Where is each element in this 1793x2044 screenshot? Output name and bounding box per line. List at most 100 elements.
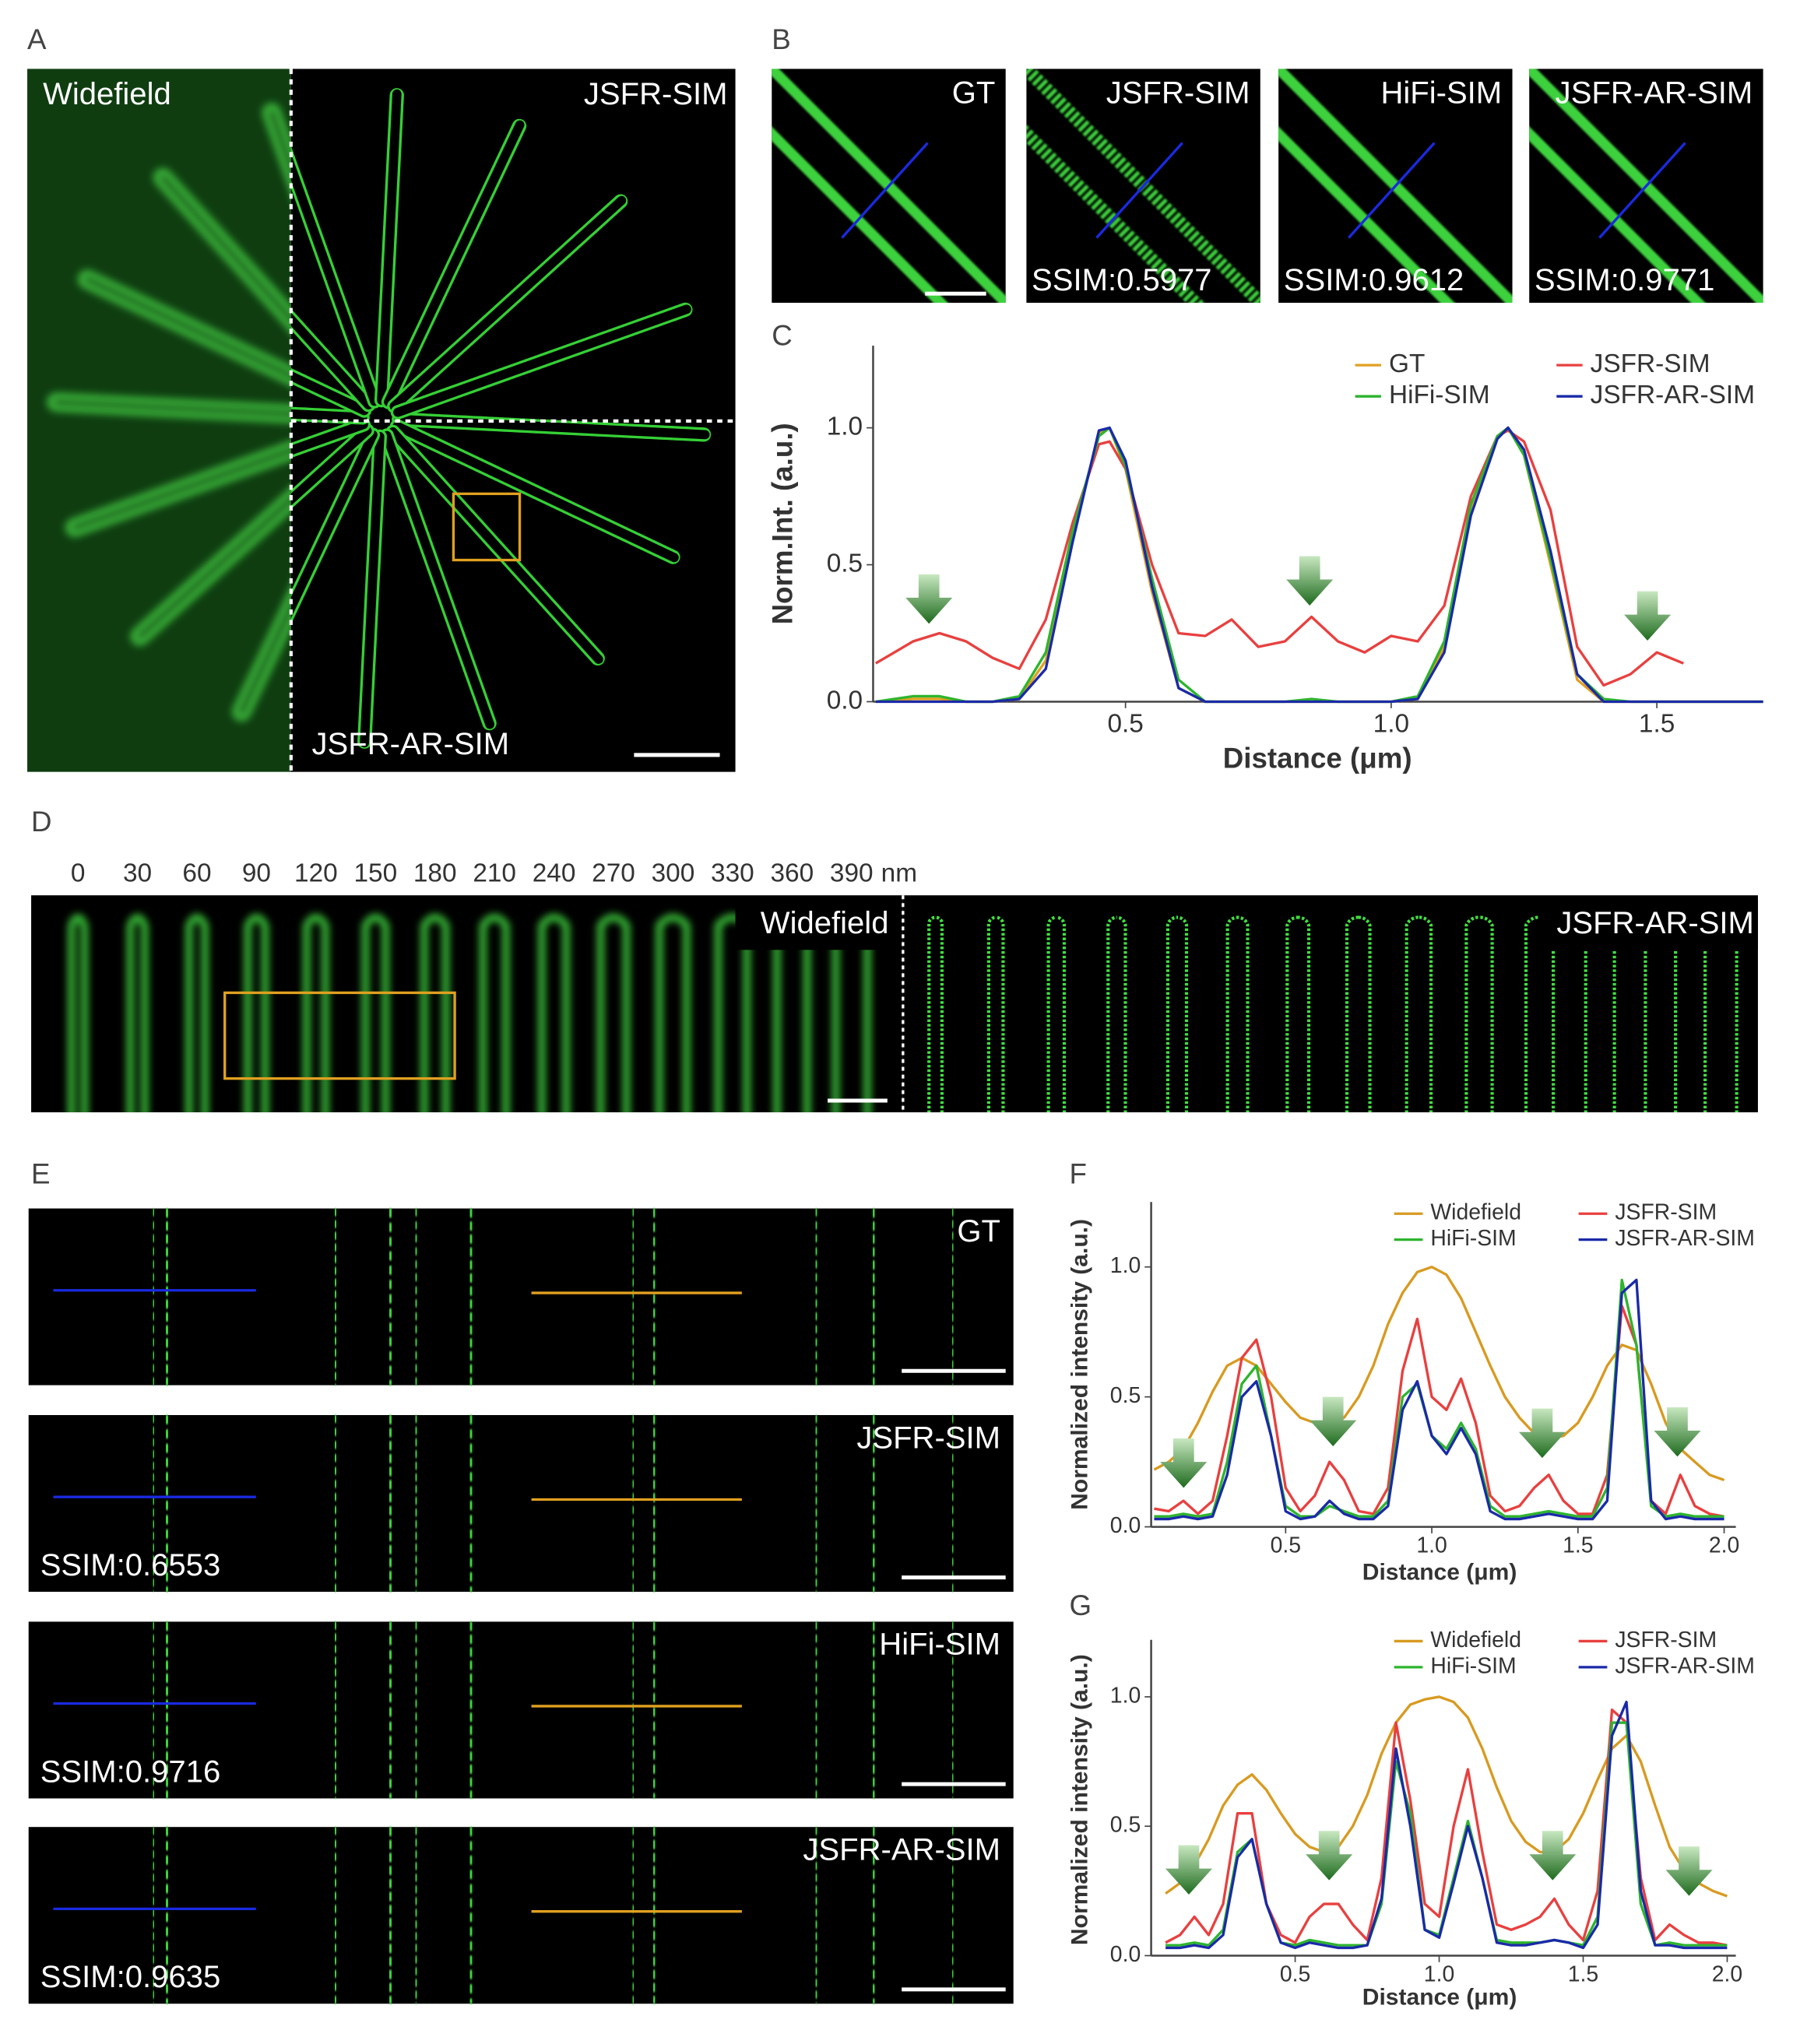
spoke-core xyxy=(290,312,374,410)
offset-label: 270 xyxy=(592,859,635,887)
offset-label: 30 xyxy=(123,859,152,887)
image-tile xyxy=(28,1415,1014,1593)
spoke-core xyxy=(237,598,291,716)
spoke-core xyxy=(393,304,691,417)
x-axis-label: Distance (μm) xyxy=(1223,742,1412,774)
arrow xyxy=(1310,1396,1357,1447)
filaments xyxy=(1278,68,1513,303)
image-tile xyxy=(28,1827,1014,2004)
y-tick-label: 0.0 xyxy=(1110,1513,1141,1538)
filament xyxy=(162,1208,172,1385)
line-pair xyxy=(1165,915,1178,1113)
line-pair xyxy=(926,915,936,1113)
offset-label: 90 xyxy=(242,859,271,887)
arrow xyxy=(1165,1845,1213,1895)
line-pair xyxy=(1116,915,1127,1113)
line-pair xyxy=(1237,915,1250,1113)
y-tick-label: 1.0 xyxy=(827,412,863,441)
filament xyxy=(466,1827,476,2004)
spoke-core xyxy=(384,120,525,407)
arrow xyxy=(1160,1438,1208,1488)
filament xyxy=(649,1827,659,2004)
filament xyxy=(412,1827,420,2004)
chart: 0.5 1.0 1.5 0.0 0.5 1.0 Distance (μm) Norm.Int.… xyxy=(767,346,1763,774)
line-pair xyxy=(127,914,148,1113)
filament xyxy=(412,1208,420,1385)
spoke-core xyxy=(389,195,627,411)
series-line xyxy=(1154,1305,1724,1518)
filament xyxy=(628,1414,638,1593)
arrow xyxy=(1654,1407,1701,1457)
image-label: JSFR-AR-SIM xyxy=(1556,76,1753,110)
filament xyxy=(412,1621,420,1799)
image-label: JSFR-SIM xyxy=(584,77,728,111)
panel-label: G xyxy=(1069,1589,1092,1621)
line-pair xyxy=(480,914,510,1113)
series-line xyxy=(874,429,1684,687)
filament xyxy=(812,1414,821,1593)
arrow xyxy=(1518,1408,1566,1459)
filament xyxy=(162,1621,172,1799)
series-line xyxy=(1153,1266,1725,1482)
panel-label: F xyxy=(1069,1158,1086,1190)
offset-label: 240 xyxy=(533,859,576,887)
x-axis-label: Distance (μm) xyxy=(1362,1560,1517,1586)
spoke-core xyxy=(381,430,495,729)
x-tick-label: 0.5 xyxy=(1280,1962,1310,1987)
filament xyxy=(1529,68,1763,303)
spoke-core xyxy=(360,432,385,748)
filament xyxy=(1529,126,1706,303)
sim-spokes xyxy=(290,86,712,750)
offset-label: 210 xyxy=(473,859,516,887)
line-pair xyxy=(1478,915,1494,1113)
ssim-label: SSIM:0.5977 xyxy=(1032,263,1211,297)
line-pair xyxy=(935,915,944,1113)
legend-label: JSFR-AR-SIM xyxy=(1591,381,1755,409)
x-tick-label: 1.0 xyxy=(1424,1962,1454,1987)
image-tile xyxy=(28,1621,1014,1799)
filament xyxy=(1278,68,1513,303)
y-axis-label: Normalized intensity (a.u.) xyxy=(1067,1654,1092,1945)
line-pair xyxy=(1225,915,1238,1113)
unit-label: nm xyxy=(881,859,917,887)
spoke-core xyxy=(290,371,369,416)
filament xyxy=(1026,68,1260,303)
series-line xyxy=(1154,1278,1724,1518)
filament xyxy=(628,1208,638,1385)
line-pair xyxy=(986,915,997,1113)
y-axis-label: Norm.Int. (a.u.) xyxy=(767,423,799,624)
filament xyxy=(628,1621,638,1799)
ssim-label: SSIM:0.9771 xyxy=(1535,263,1714,297)
label-background xyxy=(735,900,895,950)
filament xyxy=(1026,125,1205,303)
legend-label: GT xyxy=(1389,349,1425,378)
offset-label: 390 xyxy=(830,859,874,887)
legend-label: JSFR-SIM xyxy=(1591,349,1710,378)
line-pair xyxy=(539,914,570,1113)
line-pair xyxy=(244,914,269,1113)
panel-labels: A B C D E F G xyxy=(27,23,1092,1621)
filament xyxy=(869,1414,879,1593)
panel-b: GT JSFR-SIM SSIM:0.5977 HiFi-SIM SSIM:0.9612… xyxy=(772,68,1763,303)
filament xyxy=(149,1208,158,1385)
line-pair xyxy=(1298,915,1311,1113)
arrow xyxy=(1665,1846,1713,1896)
filament xyxy=(649,1208,659,1385)
offset-label: 330 xyxy=(711,859,754,887)
filament xyxy=(162,1414,172,1593)
arrow xyxy=(1286,556,1334,606)
line-pair xyxy=(1285,915,1299,1113)
roi-box xyxy=(223,991,456,1080)
offset-label: 300 xyxy=(652,859,695,887)
arrow xyxy=(1624,591,1672,641)
line-pair xyxy=(1419,915,1433,1113)
image-label: JSFR-AR-SIM xyxy=(803,1832,1000,1867)
line-pair xyxy=(1046,915,1057,1113)
legend-label: HiFi-SIM xyxy=(1389,381,1490,409)
profile-line xyxy=(841,142,929,239)
x-axis-label: Distance (μm) xyxy=(1362,1985,1517,2011)
spoke-core xyxy=(290,153,379,406)
